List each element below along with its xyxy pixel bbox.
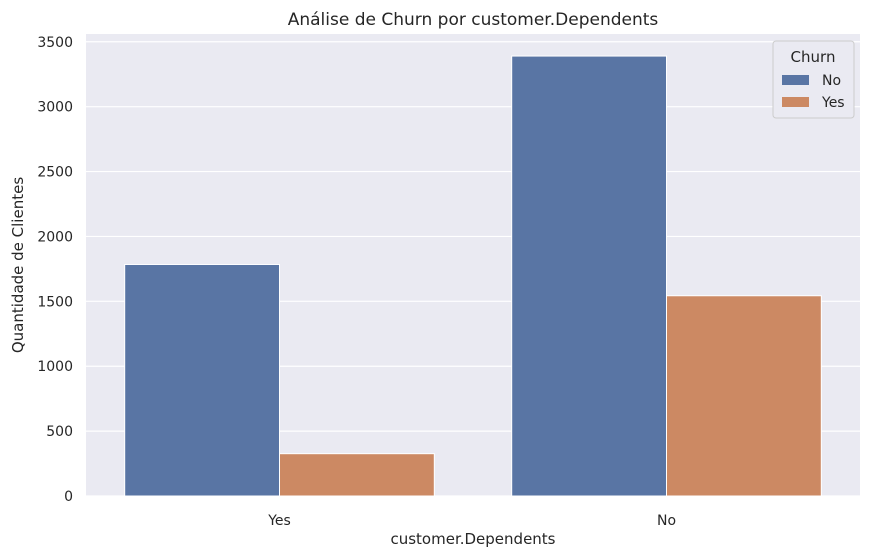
legend: Churn No Yes [772, 40, 855, 119]
x-axis-ticks: Yes No [267, 513, 676, 529]
bar-yes-churn-yes [279, 453, 435, 497]
bars [124, 55, 822, 497]
y-axis-label: Quantidade de Clientes [9, 177, 27, 353]
chart-title: Análise de Churn por customer.Dependents [288, 10, 659, 30]
y-tick-label: 2500 [37, 165, 73, 181]
y-tick-label: 3000 [37, 100, 73, 116]
legend-label-no: No [822, 73, 841, 89]
x-axis-label: customer.Dependents [390, 530, 555, 548]
y-tick-label: 2000 [37, 229, 73, 245]
y-tick-label: 0 [64, 489, 73, 505]
x-tick-label: Yes [267, 513, 291, 529]
y-tick-label: 500 [46, 424, 73, 440]
bar-yes-churn-no [124, 263, 280, 497]
y-tick-label: 3500 [37, 35, 73, 51]
legend-title: Churn [791, 48, 836, 66]
legend-label-yes: Yes [821, 95, 845, 111]
bar-no-churn-yes [666, 295, 822, 497]
y-tick-label: 1500 [37, 294, 73, 310]
legend-swatch-yes [782, 97, 809, 107]
x-tick-label: No [657, 513, 676, 529]
y-axis-ticks: 0 500 1000 1500 2000 2500 3000 3500 [37, 35, 73, 505]
bar-no-churn-no [511, 55, 668, 497]
legend-swatch-no [782, 75, 809, 85]
y-tick-label: 1000 [37, 359, 73, 375]
